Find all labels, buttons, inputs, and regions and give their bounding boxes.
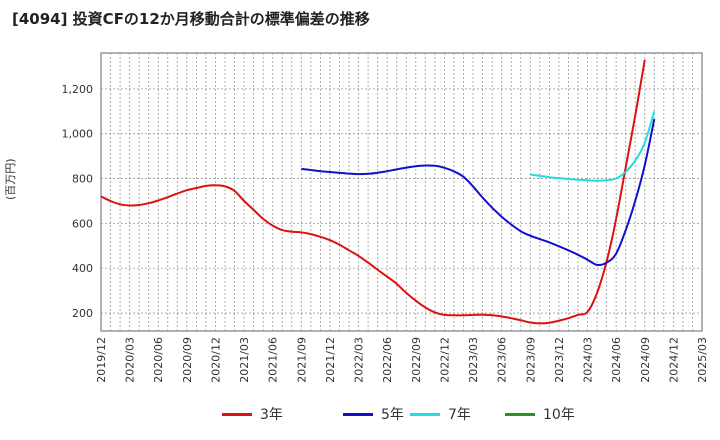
legend-item: 3年: [222, 402, 283, 426]
legend-label: 10年: [543, 407, 575, 423]
x-tick-label: 2020/06: [152, 337, 165, 383]
x-tick-label: 2023/06: [496, 337, 509, 383]
x-tick-label: 2022/03: [353, 337, 366, 383]
series-line-1: [100, 59, 646, 325]
x-tick-label: 2024/03: [582, 337, 595, 383]
x-tick-label: 2022/06: [381, 337, 394, 383]
x-tick-label: 2021/12: [324, 337, 337, 383]
legend-swatch: [410, 412, 440, 416]
x-tick-label: 2020/03: [124, 337, 137, 383]
legend-swatch: [343, 412, 373, 416]
plot-frame: [100, 52, 703, 332]
series-line-2: [301, 118, 656, 266]
legend-label: 5年: [381, 407, 404, 423]
x-tick-label: 2021/09: [295, 337, 308, 383]
chart-plot: 2019/12 2020/03 2020/06 2020/09 2020/12 2021/…: [62, 52, 709, 383]
x-tick-label: 2024/12: [667, 337, 680, 383]
y-tick-label: 1,200: [62, 83, 94, 96]
x-tick-label: 2024/06: [610, 337, 623, 383]
x-tick-label: 2021/06: [267, 337, 280, 383]
legend-label: 3年: [260, 407, 283, 423]
x-tick-label: 2021/03: [238, 337, 251, 383]
y-tick-label: 600: [72, 217, 93, 230]
legend: 3年 5年 7年 10年: [0, 402, 720, 426]
legend-item: 5年: [343, 402, 404, 426]
legend-swatch: [222, 412, 252, 416]
legend-label: 7年: [448, 407, 471, 423]
x-tick-label: 2022/12: [438, 337, 451, 383]
chart-title: [4094] 投資CFの12か月移動合計の標準偏差の推移: [12, 10, 370, 28]
x-tick-label: 2020/12: [209, 337, 222, 383]
x-tick-label: 2023/03: [467, 337, 480, 383]
y-tick-label: 800: [72, 173, 93, 186]
x-tick-label: 2023/09: [524, 337, 537, 383]
x-tick-label: 2022/09: [410, 337, 423, 383]
series-line-3: [530, 111, 656, 182]
x-tick-label: 2024/09: [639, 337, 652, 383]
legend-item: 10年: [505, 402, 575, 426]
x-tick-label: 2020/09: [181, 337, 194, 383]
legend-swatch: [505, 412, 535, 416]
x-tick-label: 2025/03: [696, 337, 709, 383]
y-tick-label: 1,000: [62, 128, 94, 141]
x-tick-label: 2019/12: [95, 337, 108, 383]
legend-item: 7年: [410, 402, 471, 426]
x-tick-label: 2023/12: [553, 337, 566, 383]
y-tick-label: 400: [72, 262, 93, 275]
y-tick-label: 200: [72, 307, 93, 320]
